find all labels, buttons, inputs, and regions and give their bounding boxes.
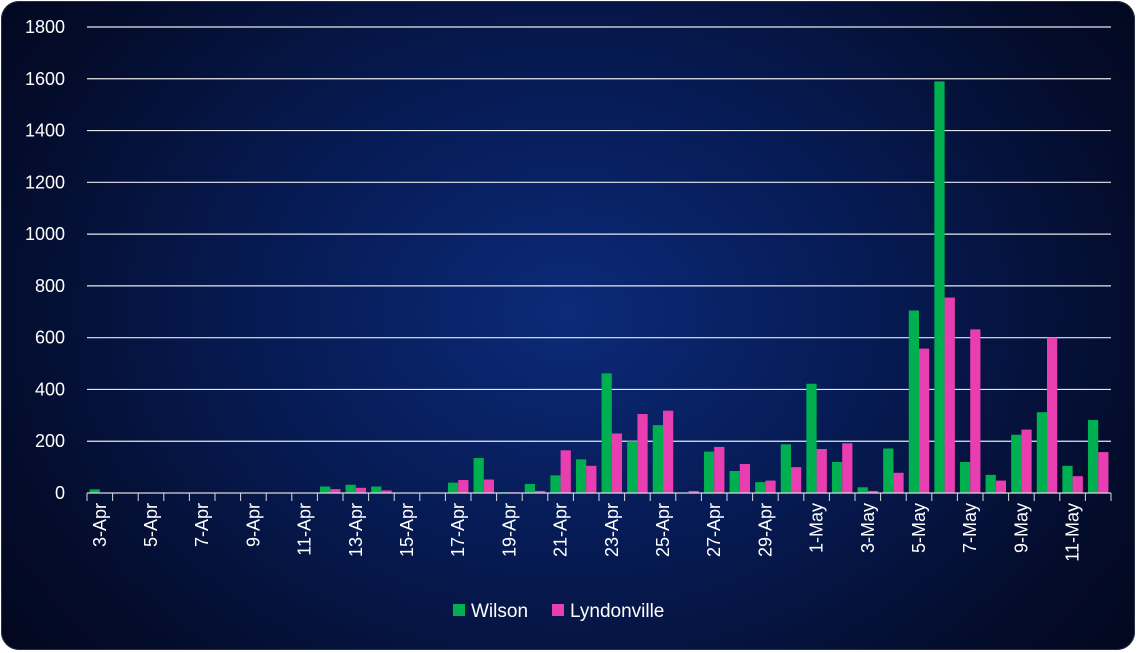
bar-wilson: [934, 81, 945, 493]
x-tick-label: 7-May: [960, 503, 980, 553]
bar-lyndonville: [330, 489, 341, 493]
bar-wilson: [959, 461, 971, 493]
bar-lyndonville: [483, 479, 495, 493]
bar-lyndonville: [919, 348, 930, 493]
bar-lyndonville: [611, 433, 623, 493]
bar-wilson: [831, 461, 843, 493]
y-axis: 0 200 400 600 800 1000 1200 1400 1600 1800: [25, 17, 65, 503]
x-tick-label: 11-Apr: [295, 503, 315, 556]
y-tick-label: 1200: [25, 172, 65, 192]
bar-lyndonville: [893, 472, 904, 493]
x-tick-label: 23-Apr: [602, 503, 622, 557]
x-tick-label: 27-Apr: [704, 503, 724, 557]
bar-wilson: [345, 484, 356, 493]
y-tick-label: 1800: [25, 17, 65, 37]
bar-wilson: [575, 459, 587, 493]
bar-wilson: [1062, 465, 1073, 493]
bar-wilson: [780, 444, 791, 493]
x-tick-label: 25-Apr: [653, 503, 673, 557]
bar-wilson: [371, 486, 382, 493]
x-tick-label: 17-Apr: [448, 503, 468, 557]
x-tick-label: 7-Apr: [192, 503, 212, 547]
bar-lyndonville: [1072, 476, 1083, 493]
bar-wilson: [703, 451, 715, 493]
y-tick-label: 0: [55, 483, 65, 503]
bar-wilson: [447, 482, 459, 493]
bar-wilson: [1036, 412, 1047, 493]
legend: Wilson Lyndonville: [453, 601, 664, 622]
bar-lyndonville: [995, 480, 1007, 493]
gridlines: [87, 26, 1111, 442]
bar-lyndonville: [944, 297, 955, 493]
x-tick-label: 13-Apr: [346, 503, 366, 557]
bar-wilson: [755, 482, 766, 493]
y-tick-label: 1000: [25, 224, 65, 244]
bar-wilson: [550, 475, 561, 493]
bar-lyndonville: [816, 448, 827, 493]
bar-wilson: [908, 310, 919, 493]
bar-lyndonville: [535, 490, 546, 493]
x-tick-label: 1-May: [807, 503, 827, 553]
y-tick-label: 1600: [25, 69, 65, 89]
bars: [89, 81, 1109, 493]
bar-wilson: [627, 441, 638, 493]
legend-label-lyndonville: Lyndonville: [570, 601, 664, 622]
bar-lyndonville: [765, 480, 776, 493]
bar-lyndonville: [560, 450, 571, 493]
bar-lyndonville: [970, 329, 981, 493]
bar-wilson: [601, 373, 612, 493]
bar-wilson: [729, 470, 740, 493]
bar-wilson: [1011, 434, 1022, 493]
bar-lyndonville: [637, 414, 648, 493]
bar-lyndonville: [663, 410, 674, 493]
bar-wilson: [806, 383, 817, 493]
x-tick-label: 15-Apr: [397, 503, 417, 557]
x-tick-label: 3-Apr: [90, 503, 110, 547]
bar-lyndonville: [1021, 429, 1032, 493]
bar-wilson: [857, 487, 868, 493]
legend-swatch-wilson: [453, 604, 465, 616]
bar-wilson: [985, 474, 996, 493]
x-tick-label: 3-May: [858, 503, 878, 553]
x-axis: 3-Apr 5-Apr 7-Apr 9-Apr 11-Apr 13-Apr 15-Apr 17…: [86, 492, 1112, 562]
bar-lyndonville: [867, 490, 879, 493]
x-tick-label: 5-Apr: [141, 503, 161, 547]
bar-lyndonville: [381, 490, 392, 493]
bar-lyndonville: [688, 490, 699, 493]
legend-label-wilson: Wilson: [471, 601, 528, 622]
bar-wilson: [524, 483, 535, 493]
bar-lyndonville: [586, 465, 597, 493]
bar-wilson: [473, 458, 484, 493]
bar-lyndonville: [1047, 337, 1058, 493]
y-tick-label: 1400: [25, 121, 65, 141]
x-tick-label: 5-May: [909, 503, 929, 553]
x-tick-label: 19-Apr: [499, 503, 519, 557]
x-tick-label: 29-Apr: [755, 503, 775, 557]
bar-lyndonville: [355, 487, 367, 493]
y-tick-label: 800: [35, 276, 65, 296]
y-tick-label: 400: [35, 379, 65, 399]
y-tick-label: 600: [35, 328, 65, 348]
bar-lyndonville: [791, 467, 802, 493]
bar-lyndonville: [739, 464, 751, 493]
bar-lyndonville: [714, 446, 725, 493]
x-tick-label: 11-May: [1063, 503, 1083, 562]
bar-wilson: [89, 489, 100, 493]
y-tick-label: 200: [35, 431, 65, 451]
x-tick-label: 21-Apr: [551, 503, 571, 557]
legend-swatch-lyndonville: [552, 604, 565, 616]
bar-wilson: [1087, 419, 1099, 493]
bar-lyndonville: [458, 480, 469, 493]
bar-lyndonville: [1098, 452, 1109, 493]
x-tick-label: 9-May: [1011, 503, 1031, 553]
bar-wilson: [652, 425, 663, 493]
bar-wilson: [319, 486, 331, 493]
bar-wilson: [883, 448, 894, 493]
bar-lyndonville: [842, 443, 853, 493]
x-tick-label: 9-Apr: [243, 503, 263, 547]
